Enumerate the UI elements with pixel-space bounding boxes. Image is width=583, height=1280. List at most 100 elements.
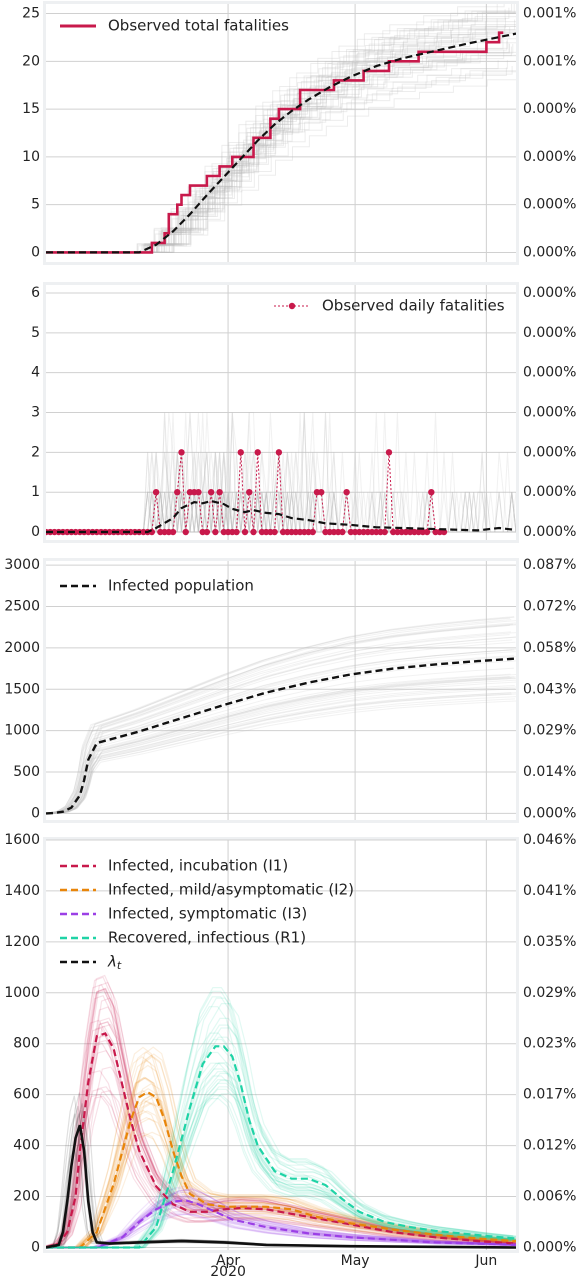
right-tick-label: 0.041% — [523, 883, 576, 899]
legend-label: Observed total fatalities — [108, 17, 289, 35]
posterior-sample-line-i3 — [46, 1211, 516, 1249]
posterior-sample-line — [46, 66, 513, 253]
posterior-sample-line — [46, 60, 508, 253]
posterior-sample-line — [47, 25, 516, 253]
posterior-sample-line — [46, 639, 513, 814]
median-line-i3 — [46, 1199, 516, 1249]
posterior-sample-line — [48, 651, 516, 814]
posterior-sample-line — [48, 636, 516, 814]
posterior-sample-line — [46, 40, 508, 253]
observed-daily-point — [385, 449, 393, 456]
y-tick-label: 2 — [31, 444, 40, 460]
right-tick-label: 0.014% — [523, 764, 576, 780]
right-tick-label: 0.029% — [523, 985, 576, 1001]
right-tick-label: 0.035% — [523, 934, 576, 950]
y-tick-label: 0 — [31, 524, 40, 540]
posterior-sample-line-r1 — [46, 1094, 512, 1249]
posterior-sample-line — [52, 674, 516, 814]
legend-label-subscript: t — [117, 959, 122, 972]
posterior-sample-line — [49, 679, 516, 814]
posterior-sample-line — [52, 636, 516, 814]
y-tick-label: 5 — [31, 325, 40, 341]
posterior-sample-line-r1 — [48, 1082, 516, 1249]
posterior-sample-line-i1 — [46, 1086, 516, 1249]
posterior-sample-line-i2 — [50, 1131, 516, 1249]
posterior-sample-line-i2 — [46, 1099, 513, 1249]
posterior-sample-line — [46, 46, 512, 253]
posterior-sample-line — [46, 616, 515, 814]
y-tick-label: 1000 — [4, 985, 40, 1001]
observed-daily-point — [233, 528, 240, 536]
observed-daily-point — [207, 488, 215, 496]
posterior-sample-line — [52, 632, 516, 814]
right-tick-label: 0.001% — [523, 6, 576, 22]
y-tick-label: 2500 — [4, 599, 40, 615]
posterior-sample-line — [46, 17, 506, 253]
posterior-sample-line-r1 — [49, 1062, 516, 1249]
posterior-sample-line — [56, 55, 516, 253]
posterior-sample-line — [50, 649, 516, 814]
observed-daily-point — [423, 528, 431, 536]
median-line-i2 — [46, 1090, 516, 1249]
posterior-sample-line — [48, 676, 516, 814]
x-year-label: 2020 — [210, 1264, 246, 1280]
posterior-sample-line — [46, 67, 507, 253]
posterior-sample-line-i2 — [49, 1082, 516, 1249]
posterior-sample-line — [46, 688, 516, 814]
right-tick-label: 0.000% — [523, 484, 576, 500]
posterior-sample-line — [46, 619, 512, 814]
plot-area — [46, 4, 516, 262]
posterior-sample-line-i2 — [46, 1064, 516, 1249]
plot-area — [46, 561, 516, 820]
plot-content — [46, 616, 516, 815]
posterior-sample-line — [47, 24, 516, 253]
y-tick-label: 800 — [13, 1036, 40, 1052]
right-tick-label: 0.017% — [523, 1087, 576, 1103]
plot-area — [46, 840, 516, 1250]
right-tick-label: 0.000% — [523, 444, 576, 460]
posterior-sample-line — [46, 649, 513, 814]
posterior-sample-line — [48, 10, 516, 253]
posterior-sample-line-r1 — [49, 1036, 516, 1249]
observed-daily-point — [254, 449, 261, 456]
median-daily-line — [46, 499, 516, 534]
posterior-sample-line-i3 — [47, 1210, 516, 1249]
posterior-sample-line — [46, 673, 511, 814]
posterior-sample-line — [46, 693, 516, 814]
y-tick-label: 0 — [31, 1239, 40, 1255]
right-tick-label: 0.000% — [523, 805, 576, 821]
posterior-sample-line-i2 — [50, 1094, 516, 1249]
right-tick-label: 0.000% — [523, 1239, 576, 1255]
posterior-sample-line — [46, 27, 511, 253]
posterior-sample-line — [46, 70, 516, 253]
posterior-sample-line-r1 — [46, 1062, 516, 1249]
posterior-sample-line-r1 — [46, 1068, 515, 1249]
y-tick-label: 1000 — [4, 723, 40, 739]
posterior-sample-line-i3 — [47, 1185, 516, 1249]
posterior-sample-line-r1 — [47, 997, 516, 1249]
legend-label: Infected, mild/asymptomatic (I2) — [108, 881, 354, 899]
posterior-sample-line — [46, 676, 510, 814]
posterior-sample-line — [62, 25, 516, 253]
posterior-sample-line-r1 — [46, 1032, 511, 1249]
posterior-sample-line-r1 — [46, 1098, 511, 1249]
posterior-sample-line — [62, 21, 516, 253]
x-tick-label: May — [341, 1253, 370, 1269]
posterior-sample-line — [46, 624, 510, 814]
posterior-sample-line — [46, 649, 515, 814]
posterior-sample-line-r1 — [46, 1006, 510, 1249]
y-tick-label: 200 — [13, 1189, 40, 1205]
posterior-sample-line — [46, 39, 508, 253]
y-tick-label: 1500 — [4, 681, 40, 697]
right-tick-label: 0.000% — [523, 365, 576, 381]
posterior-sample-line-i2 — [46, 1077, 515, 1249]
observed-daily-point — [203, 528, 211, 536]
right-tick-label: 0.006% — [523, 1189, 576, 1205]
x-tick-label: Apr — [216, 1253, 240, 1269]
posterior-sample-line — [46, 676, 515, 814]
y-tick-label: 5 — [31, 197, 40, 213]
posterior-sample-line — [54, 51, 516, 253]
posterior-sample-line — [64, 30, 516, 253]
posterior-sample-line-i1 — [46, 1070, 511, 1247]
